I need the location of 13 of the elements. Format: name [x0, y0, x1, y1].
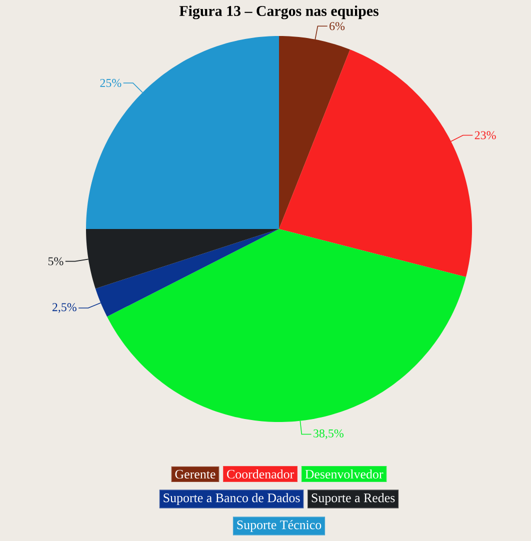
data-label: 38,5%	[314, 429, 344, 440]
legend-label: Gerente	[175, 470, 216, 479]
legend-label: Suporte Técnico	[237, 520, 322, 532]
data-label: 6%	[330, 22, 345, 30]
legend-label: Suporte a Banco de Dados	[164, 493, 300, 505]
legend-label: Coordenador	[227, 469, 294, 479]
data-label: 5%	[48, 257, 64, 266]
legend-label: Suporte a Redes	[312, 493, 395, 505]
data-label: 2,5%	[52, 303, 76, 313]
chart-title: Figura 13 – Cargos nas equipes	[179, 6, 378, 20]
legend-label: Desenvolvedor	[305, 469, 384, 479]
data-label: 23%	[474, 131, 496, 140]
data-label: 25%	[100, 78, 122, 88]
